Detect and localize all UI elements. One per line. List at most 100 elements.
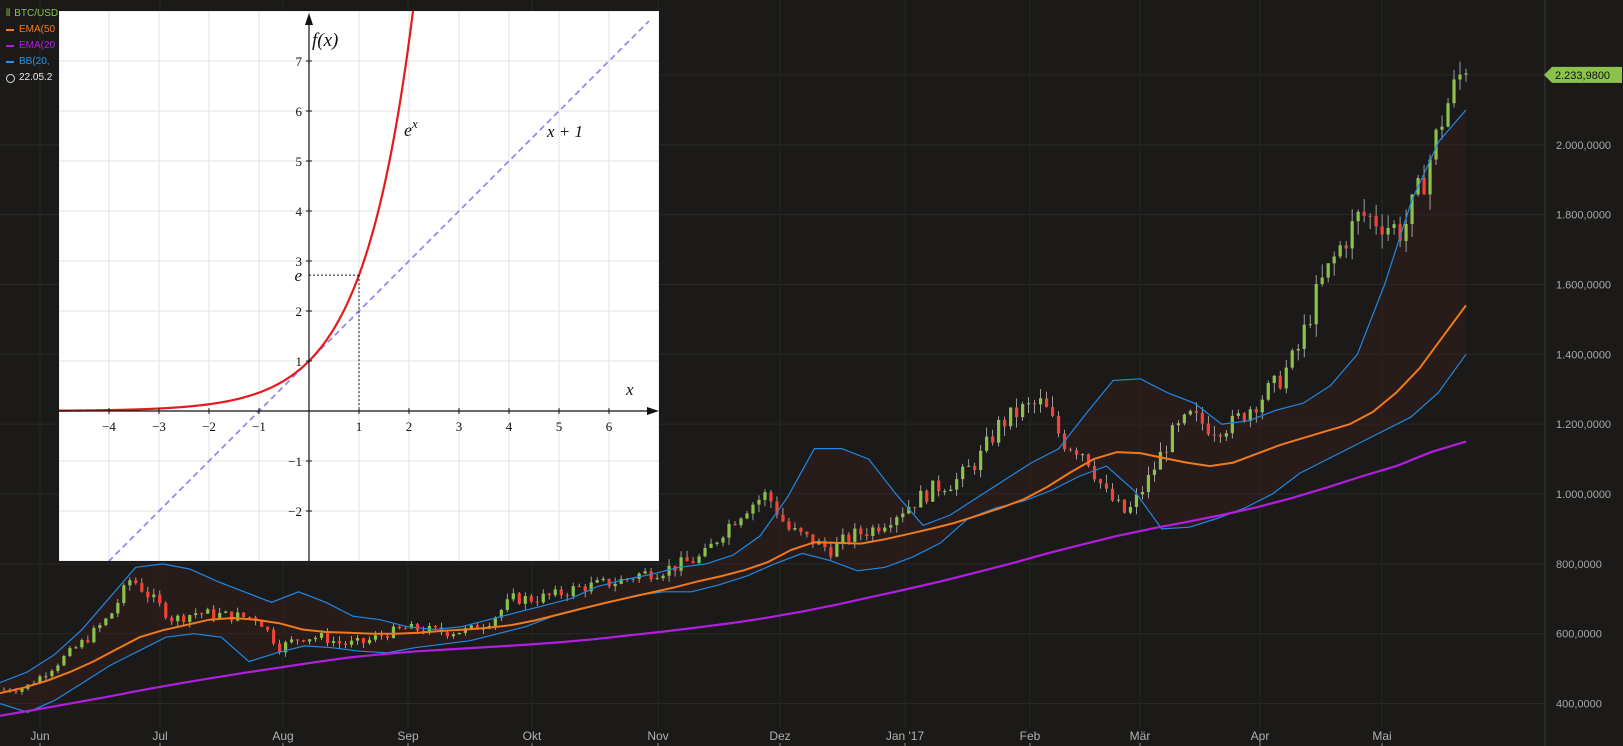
candle-body <box>469 625 473 629</box>
candle-body <box>973 465 977 471</box>
candle-body <box>697 556 701 563</box>
legend-swatch-bb <box>6 61 14 63</box>
candle-body <box>1068 449 1073 451</box>
legend-item-btcusd[interactable]: ⫴ BTC/USD <box>6 6 58 22</box>
candle-body <box>188 615 192 622</box>
candle-body <box>1009 407 1013 427</box>
candle-body <box>517 593 521 604</box>
candle-body <box>1404 223 1408 241</box>
candle-body <box>595 580 599 583</box>
inset-y-tick-label: 7 <box>296 54 303 69</box>
inset-x-tick-label: −1 <box>252 419 266 434</box>
candle-body <box>1434 129 1438 160</box>
legend-item-ema200[interactable]: EMA(20 <box>6 38 58 54</box>
candle-body <box>1332 256 1336 264</box>
y-tick-label: 2.000,0000 <box>1556 140 1611 152</box>
candle-body <box>80 640 84 648</box>
candle-body <box>1380 226 1384 235</box>
candle-body <box>385 635 390 638</box>
inset-x-axis-arrow <box>647 407 659 415</box>
candle-body <box>391 626 396 638</box>
candle-body <box>997 419 1001 443</box>
candle-body <box>1056 415 1061 434</box>
candle-body <box>116 602 120 614</box>
candle-body <box>44 676 48 678</box>
candle-body <box>919 490 923 508</box>
y-tick-label: 400,0000 <box>1556 699 1602 711</box>
candle-body <box>1074 450 1079 455</box>
inset-x-tick-label: 6 <box>606 419 613 434</box>
inset-y-tick-label: 3 <box>296 254 303 269</box>
candle-body <box>541 593 545 603</box>
legend-label-ema200: EMA(20 <box>19 40 56 51</box>
candle-body <box>170 617 174 622</box>
candle-body <box>200 613 204 615</box>
bollinger-band-area <box>0 109 1466 713</box>
x-tick-label: Okt <box>523 729 542 743</box>
candle-body <box>829 547 833 557</box>
candle-body <box>194 613 198 616</box>
candle-body <box>931 480 935 502</box>
candle-body <box>739 518 743 526</box>
legend-date-row: 22.05.2 <box>6 70 58 86</box>
candle-body <box>1182 414 1186 424</box>
inset-x-tick-label: 1 <box>356 419 363 434</box>
x-tick-label: Sep <box>397 729 419 743</box>
candle-body <box>1302 324 1306 349</box>
inset-x-axis-label: x <box>625 380 634 399</box>
x-tick-label: Feb <box>1020 729 1041 743</box>
candle-body <box>1026 403 1031 405</box>
candle-body <box>1080 454 1085 456</box>
candle-body <box>212 609 216 619</box>
candle-body <box>337 641 342 644</box>
candle-body <box>349 640 354 645</box>
bollinger-band-fill <box>0 109 1466 713</box>
candle-body <box>2 689 6 691</box>
candle-body <box>769 492 773 502</box>
candle-body <box>62 656 66 666</box>
candle-body <box>1134 494 1139 507</box>
candle-body <box>1104 483 1109 489</box>
legend-item-bb[interactable]: BB(20, <box>6 54 58 70</box>
candle-body <box>1050 407 1055 416</box>
candle-body <box>74 647 78 649</box>
x-tick-label: Jun <box>30 729 49 743</box>
last-price-badge-shape <box>1544 66 1622 83</box>
candle-body <box>757 499 761 505</box>
x-tick-label: Dez <box>769 729 790 743</box>
candle-body <box>164 603 168 618</box>
candle-body <box>841 534 845 543</box>
inset-x-tick-label: −2 <box>202 419 216 434</box>
candle-body <box>152 594 156 598</box>
candle-body <box>583 586 587 592</box>
candle-body <box>1350 221 1354 249</box>
candle-body <box>248 616 252 618</box>
candle-body <box>511 593 515 600</box>
inset-grid <box>59 11 659 561</box>
candle-body <box>1212 434 1216 436</box>
candle-body <box>1326 263 1330 278</box>
y-tick-label: 1.600,0000 <box>1556 279 1611 291</box>
candle-body <box>493 617 497 626</box>
inset-x-tick-label: 4 <box>506 419 513 434</box>
candle-body <box>373 635 378 640</box>
candle-body <box>1398 224 1402 241</box>
legend-item-ema50[interactable]: EMA(50 <box>6 22 58 38</box>
candle-body <box>1242 413 1246 422</box>
candle-body <box>1410 194 1414 224</box>
inset-x-tick-label: 5 <box>556 419 563 434</box>
candle-body <box>751 504 755 514</box>
candle-body <box>571 586 575 596</box>
candle-body <box>290 639 294 643</box>
candle-body <box>811 534 815 545</box>
candle-body <box>1224 433 1228 437</box>
inset-y-axis-label: f(x) <box>312 30 338 51</box>
candle-body <box>355 638 360 641</box>
candle-body <box>835 542 839 557</box>
candle-body <box>1044 398 1049 408</box>
x-tick-label: Mär <box>1130 729 1151 743</box>
candle-body <box>967 465 971 467</box>
candle-body <box>1116 499 1121 501</box>
inset-line-x-plus-1 <box>107 20 650 561</box>
candle-body <box>1446 103 1450 127</box>
